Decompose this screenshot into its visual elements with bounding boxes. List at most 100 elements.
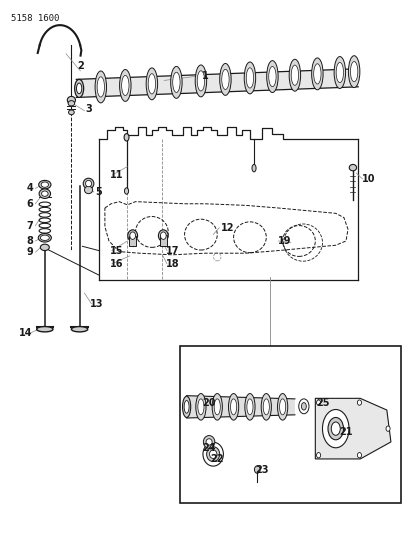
Ellipse shape	[85, 180, 91, 187]
Ellipse shape	[202, 442, 223, 466]
Text: 24: 24	[202, 443, 215, 453]
Text: 6: 6	[27, 199, 34, 209]
Ellipse shape	[266, 61, 277, 93]
Ellipse shape	[298, 399, 308, 414]
Ellipse shape	[357, 453, 361, 458]
Ellipse shape	[203, 435, 214, 448]
Ellipse shape	[252, 165, 256, 172]
Ellipse shape	[83, 178, 94, 189]
Ellipse shape	[68, 110, 74, 115]
Ellipse shape	[301, 402, 306, 410]
Ellipse shape	[41, 191, 48, 196]
Ellipse shape	[230, 399, 236, 415]
Text: 14: 14	[18, 328, 32, 338]
Text: 16: 16	[110, 259, 124, 269]
Ellipse shape	[213, 399, 220, 415]
Ellipse shape	[128, 230, 137, 241]
Ellipse shape	[228, 393, 238, 420]
Text: 11: 11	[110, 170, 124, 180]
Bar	[180, 346, 400, 503]
Text: 13: 13	[90, 298, 103, 309]
Ellipse shape	[244, 393, 254, 420]
Text: 20: 20	[202, 398, 215, 408]
Ellipse shape	[41, 182, 48, 187]
Text: 18: 18	[165, 259, 179, 269]
Ellipse shape	[246, 68, 253, 88]
Polygon shape	[76, 69, 357, 98]
Text: 17: 17	[165, 246, 179, 255]
Text: 3: 3	[85, 103, 92, 114]
Ellipse shape	[277, 393, 287, 420]
Ellipse shape	[197, 71, 204, 91]
Ellipse shape	[38, 180, 51, 189]
Ellipse shape	[40, 244, 49, 251]
Text: 2: 2	[77, 61, 83, 70]
Ellipse shape	[221, 69, 229, 90]
Ellipse shape	[244, 62, 255, 94]
Bar	[160, 235, 166, 246]
Ellipse shape	[261, 393, 271, 420]
Ellipse shape	[74, 79, 83, 98]
Text: 23: 23	[255, 465, 268, 474]
Ellipse shape	[97, 77, 104, 97]
Text: 5: 5	[95, 187, 102, 197]
Ellipse shape	[198, 399, 204, 415]
Ellipse shape	[335, 62, 343, 83]
Text: 4: 4	[27, 183, 34, 193]
Ellipse shape	[290, 65, 298, 85]
Ellipse shape	[268, 67, 275, 87]
Text: 19: 19	[277, 236, 291, 246]
Ellipse shape	[333, 56, 345, 88]
Ellipse shape	[279, 399, 285, 415]
Ellipse shape	[263, 399, 269, 415]
Text: 15: 15	[110, 246, 124, 255]
Ellipse shape	[206, 447, 219, 462]
Text: 22: 22	[210, 454, 223, 464]
Ellipse shape	[182, 396, 190, 417]
Ellipse shape	[246, 399, 252, 415]
Text: 21: 21	[338, 427, 352, 438]
Ellipse shape	[95, 71, 106, 103]
Ellipse shape	[84, 186, 92, 193]
Ellipse shape	[219, 63, 231, 95]
Ellipse shape	[348, 55, 359, 87]
Ellipse shape	[160, 232, 166, 239]
Ellipse shape	[38, 233, 51, 242]
Text: 8: 8	[27, 236, 34, 246]
Ellipse shape	[130, 232, 135, 239]
Text: 12: 12	[220, 223, 234, 233]
Ellipse shape	[322, 409, 348, 448]
Bar	[129, 236, 136, 246]
Ellipse shape	[288, 59, 300, 91]
Ellipse shape	[313, 64, 320, 84]
Ellipse shape	[124, 134, 129, 141]
Ellipse shape	[327, 417, 343, 440]
Ellipse shape	[385, 426, 389, 431]
Ellipse shape	[209, 450, 216, 458]
Ellipse shape	[170, 67, 182, 98]
Ellipse shape	[39, 189, 50, 198]
Ellipse shape	[195, 65, 206, 97]
Ellipse shape	[254, 466, 260, 473]
Ellipse shape	[196, 393, 205, 420]
Ellipse shape	[40, 235, 49, 240]
Text: 5158 1600: 5158 1600	[11, 14, 59, 23]
Text: 7: 7	[27, 221, 34, 231]
Ellipse shape	[316, 453, 320, 458]
Ellipse shape	[211, 393, 222, 420]
Polygon shape	[186, 395, 294, 418]
Ellipse shape	[68, 101, 74, 106]
Ellipse shape	[172, 72, 180, 92]
Ellipse shape	[184, 400, 189, 413]
Ellipse shape	[36, 327, 53, 332]
Ellipse shape	[316, 400, 320, 405]
Text: 1: 1	[201, 71, 208, 81]
Ellipse shape	[148, 74, 155, 94]
Text: 10: 10	[361, 174, 374, 184]
Text: 25: 25	[316, 398, 329, 408]
Ellipse shape	[350, 61, 357, 82]
Ellipse shape	[146, 68, 157, 100]
Text: 9: 9	[27, 247, 34, 257]
Ellipse shape	[348, 165, 356, 171]
Ellipse shape	[124, 188, 128, 194]
